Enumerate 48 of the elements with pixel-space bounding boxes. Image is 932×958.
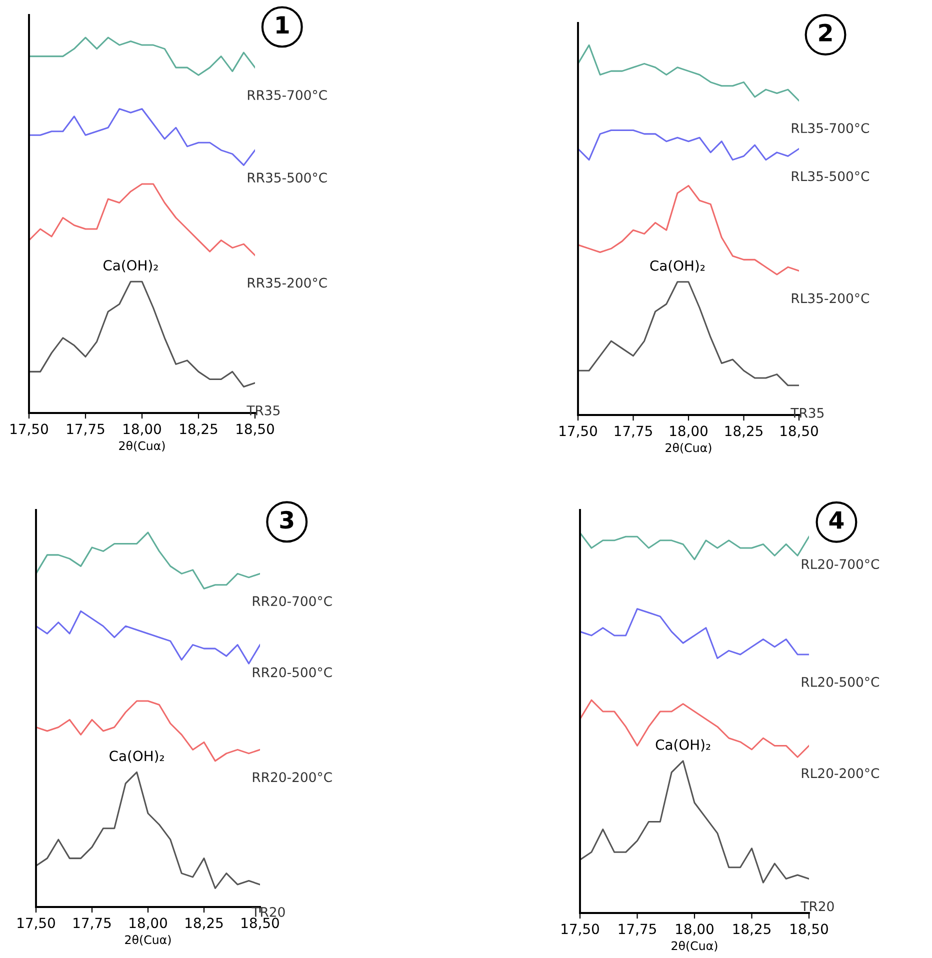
x-tick-label: 18,50 xyxy=(780,426,818,438)
x-tick-label: 17,50 xyxy=(10,424,48,436)
x-axis-title: 2θ(Cuα) xyxy=(666,442,712,454)
annotation: Ca(OH)₂ xyxy=(656,739,710,752)
x-tick-label: 18,25 xyxy=(733,924,770,936)
annotation: Ca(OH)₂ xyxy=(103,260,158,272)
x-tick-label: 18,25 xyxy=(180,424,218,436)
x-tick-label: 17,50 xyxy=(560,426,597,438)
series-label: RL35-500°C xyxy=(792,171,870,182)
series-label: RL20-500°C xyxy=(802,676,880,687)
series-label: TR20 xyxy=(800,901,834,912)
x-tick-label: 17,50 xyxy=(562,924,599,936)
x-tick-label: 17,75 xyxy=(74,918,111,930)
chart-title: 1 xyxy=(276,16,289,34)
annotation: Ca(OH)₂ xyxy=(110,750,164,763)
x-tick-label: 18,50 xyxy=(236,424,274,436)
series-label: RL20-200°C xyxy=(802,768,880,778)
series-label: TR35 xyxy=(246,405,280,416)
chart-title: 3 xyxy=(280,510,294,529)
series-label: RR35-700°C xyxy=(248,90,327,100)
x-tick-label: 18,25 xyxy=(725,426,762,438)
series-label: RL35-700°C xyxy=(792,123,870,134)
series-label: RR20-500°C xyxy=(252,667,332,678)
x-tick-label: 18,00 xyxy=(124,424,161,436)
annotation: Ca(OH)₂ xyxy=(650,260,705,272)
x-tick-label: 18,00 xyxy=(670,426,708,438)
series-label: RR35-200°C xyxy=(248,278,327,288)
x-axis-title: 2θ(Cuα) xyxy=(119,440,165,452)
x-tick-label: 17,75 xyxy=(67,424,104,436)
x-tick-label: 18,00 xyxy=(130,918,167,930)
x-tick-label: 18,25 xyxy=(186,918,223,930)
chart-title: 2 xyxy=(819,24,832,42)
x-tick-label: 18,00 xyxy=(676,924,714,936)
x-tick-label: 17,50 xyxy=(18,918,55,930)
series-label: RL35-200°C xyxy=(792,293,870,304)
series-label: TR20 xyxy=(252,906,285,917)
x-axis-title: 2θ(Cuα) xyxy=(125,934,171,946)
series-label: RR20-200°C xyxy=(252,772,332,782)
x-axis-title: 2θ(Cuα) xyxy=(672,940,718,952)
x-tick-label: 17,75 xyxy=(614,426,652,438)
series-label: RR20-700°C xyxy=(252,596,332,606)
series-label: TR35 xyxy=(790,408,824,418)
x-tick-label: 18,50 xyxy=(242,918,279,930)
chart-title: 4 xyxy=(829,511,844,529)
series-label: RR35-500°C xyxy=(248,172,327,183)
x-tick-label: 18,50 xyxy=(790,924,828,936)
series-label: RL20-700°C xyxy=(802,559,880,570)
x-tick-label: 17,75 xyxy=(618,924,656,936)
